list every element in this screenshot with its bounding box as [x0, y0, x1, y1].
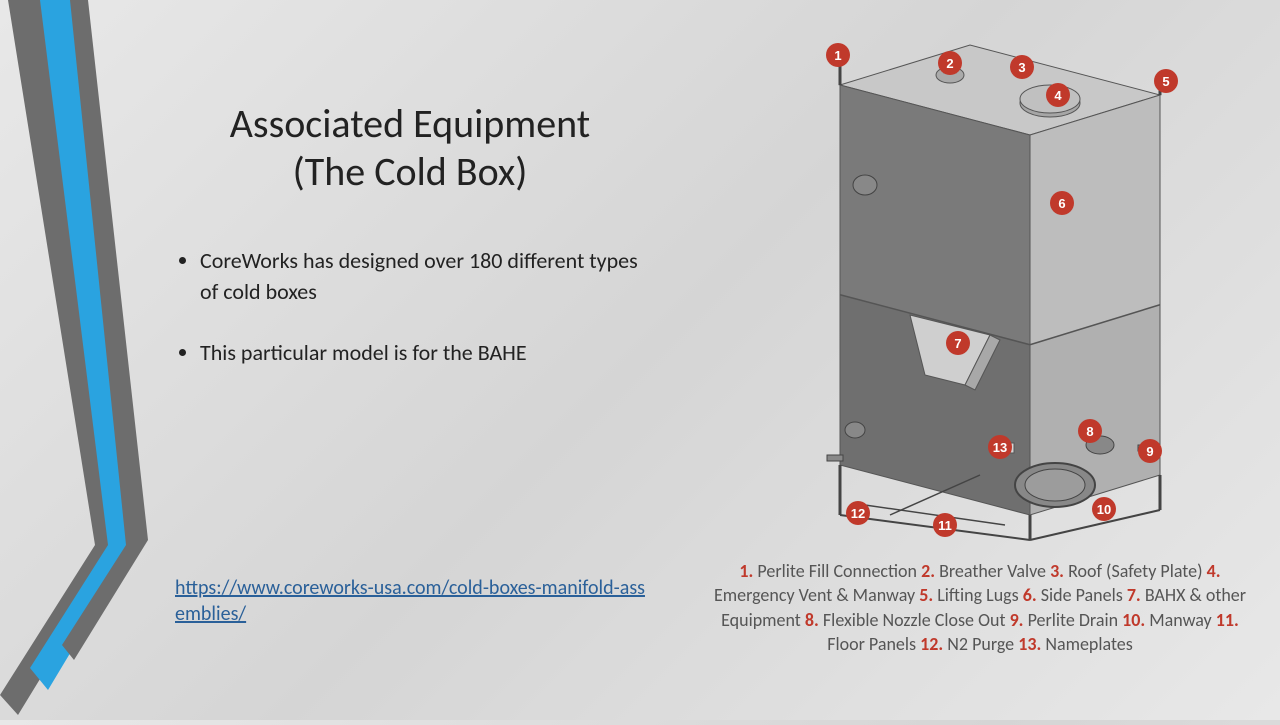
callout-badge-1: 1	[826, 43, 850, 67]
callout-badge-2: 2	[938, 51, 962, 75]
bullet-list: CoreWorks has designed over 180 differen…	[170, 246, 650, 368]
coldbox-svg	[700, 15, 1260, 555]
bullet-item: This particular model is for the BAHE	[200, 338, 650, 369]
decorative-chevrons	[0, 0, 160, 720]
figure-panel: 12345678910111213 1. Perlite Fill Connec…	[700, 15, 1260, 705]
callout-badge-9: 9	[1138, 439, 1162, 463]
callout-badge-3: 3	[1010, 55, 1034, 79]
slide-title: Associated Equipment (The Cold Box)	[170, 100, 650, 196]
callout-badge-4: 4	[1046, 83, 1070, 107]
callout-badge-8: 8	[1078, 419, 1102, 443]
title-line-2: (The Cold Box)	[170, 148, 650, 196]
callout-badge-11: 11	[933, 513, 957, 537]
callout-badge-12: 12	[846, 501, 870, 525]
coldbox-diagram: 12345678910111213	[700, 15, 1260, 555]
content-column: Associated Equipment (The Cold Box) Core…	[170, 100, 650, 398]
source-link-container: https://www.coreworks-usa.com/cold-boxes…	[175, 575, 645, 627]
callout-badge-7: 7	[946, 331, 970, 355]
callout-badge-6: 6	[1050, 191, 1074, 215]
callout-badge-5: 5	[1154, 69, 1178, 93]
callout-badge-13: 13	[988, 435, 1012, 459]
title-line-1: Associated Equipment	[170, 100, 650, 148]
bullet-item: CoreWorks has designed over 180 differen…	[200, 246, 650, 308]
callout-badge-10: 10	[1092, 497, 1116, 521]
source-link[interactable]: https://www.coreworks-usa.com/cold-boxes…	[175, 576, 645, 626]
diagram-legend: 1. Perlite Fill Connection 2. Breather V…	[700, 555, 1260, 656]
